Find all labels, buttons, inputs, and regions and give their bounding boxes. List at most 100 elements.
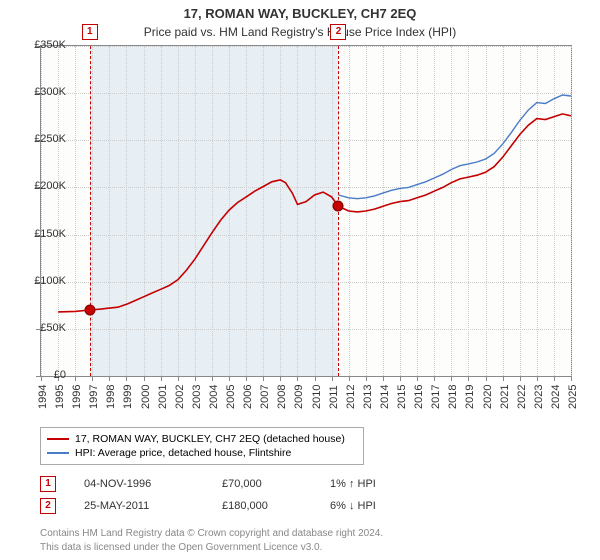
lines-svg (41, 46, 571, 376)
tick-x (75, 376, 76, 381)
axis-label-x: 2003 (191, 385, 203, 409)
axis-label-x: 2025 (567, 385, 579, 409)
plot-box: 12 (40, 45, 572, 377)
legend: 17, ROMAN WAY, BUCKLEY, CH7 2EQ (detache… (40, 427, 364, 465)
tick-x (366, 376, 367, 381)
transaction-flag: 1 (40, 476, 56, 492)
tick-x (161, 376, 162, 381)
axis-label-x: 2011 (328, 385, 340, 409)
axis-label-x: 2023 (533, 385, 545, 409)
legend-swatch (47, 452, 69, 454)
tick-x (195, 376, 196, 381)
tick-x (417, 376, 418, 381)
axis-label-x: 2008 (276, 385, 288, 409)
axis-label-x: 2010 (311, 385, 323, 409)
axis-label-x: 2004 (208, 385, 220, 409)
axis-label-y: £0 (54, 369, 66, 381)
legend-row: HPI: Average price, detached house, Flin… (47, 446, 357, 460)
axis-label-x: 2024 (550, 385, 562, 409)
axis-label-x: 2022 (516, 385, 528, 409)
axis-label-x: 1994 (37, 385, 49, 409)
legend-row: 17, ROMAN WAY, BUCKLEY, CH7 2EQ (detache… (47, 432, 357, 446)
axis-label-x: 2021 (499, 385, 511, 409)
axis-label-x: 2007 (259, 385, 271, 409)
tick-x (297, 376, 298, 381)
transaction-price: £70,000 (222, 478, 302, 490)
transaction-row: 1 04-NOV-1996 £70,000 1% ↑ HPI (40, 473, 600, 495)
axis-label-x: 2013 (362, 385, 374, 409)
axis-label-x: 2001 (157, 385, 169, 409)
transaction-table: 1 04-NOV-1996 £70,000 1% ↑ HPI 2 25-MAY-2011 £… (40, 473, 600, 517)
tick-x (212, 376, 213, 381)
tick-x (451, 376, 452, 381)
tick-x (349, 376, 350, 381)
gridline-v (571, 46, 572, 376)
axis-label-x: 2002 (174, 385, 186, 409)
chart-container: 17, ROMAN WAY, BUCKLEY, CH7 2EQ Price pa… (0, 0, 600, 560)
transaction-date: 25-MAY-2011 (84, 500, 194, 512)
tick-x (229, 376, 230, 381)
axis-label-x: 2018 (447, 385, 459, 409)
axis-label-y: £200K (34, 180, 66, 192)
axis-label-x: 2019 (464, 385, 476, 409)
legend-label: HPI: Average price, detached house, Flin… (75, 447, 291, 459)
transaction-flag: 2 (40, 498, 56, 514)
tick-x (554, 376, 555, 381)
tick-x (280, 376, 281, 381)
tick-x (109, 376, 110, 381)
tick-x (571, 376, 572, 381)
axis-label-x: 1999 (122, 385, 134, 409)
tick-x (434, 376, 435, 381)
legend-swatch (47, 438, 69, 440)
plot-area: 12 £0£50K£100K£150K£200K£250K£300K£350K1… (40, 45, 600, 425)
transaction-delta: 6% ↓ HPI (330, 500, 376, 512)
marker-flag: 1 (82, 24, 98, 40)
axis-label-y: £350K (34, 39, 66, 51)
series-hpi (339, 95, 572, 199)
tick-x (92, 376, 93, 381)
axis-label-x: 2000 (140, 385, 152, 409)
transaction-date: 04-NOV-1996 (84, 478, 194, 490)
transaction-delta: 1% ↑ HPI (330, 478, 376, 490)
tick-x (486, 376, 487, 381)
axis-label-x: 2017 (430, 385, 442, 409)
tick-x (144, 376, 145, 381)
tick-x (537, 376, 538, 381)
tick-x (332, 376, 333, 381)
transaction-row: 2 25-MAY-2011 £180,000 6% ↓ HPI (40, 495, 600, 517)
tick-x (400, 376, 401, 381)
marker-line (90, 46, 91, 376)
tick-x (468, 376, 469, 381)
tick-x (41, 376, 42, 381)
transaction-price: £180,000 (222, 500, 302, 512)
tick-x (315, 376, 316, 381)
axis-label-x: 1998 (105, 385, 117, 409)
marker-flag: 2 (330, 24, 346, 40)
axis-label-y: £50K (40, 322, 66, 334)
axis-label-x: 2009 (293, 385, 305, 409)
axis-label-x: 2005 (225, 385, 237, 409)
axis-label-y: £300K (34, 86, 66, 98)
footer-attribution: Contains HM Land Registry data © Crown c… (40, 527, 600, 554)
marker-dot (333, 201, 344, 212)
axis-label-y: £150K (34, 228, 66, 240)
marker-dot (84, 305, 95, 316)
axis-label-x: 2016 (413, 385, 425, 409)
axis-label-x: 2014 (379, 385, 391, 409)
legend-label: 17, ROMAN WAY, BUCKLEY, CH7 2EQ (detache… (75, 433, 345, 445)
page-title: 17, ROMAN WAY, BUCKLEY, CH7 2EQ (0, 0, 600, 21)
tick-x (246, 376, 247, 381)
axis-label-x: 1996 (71, 385, 83, 409)
axis-label-y: £100K (34, 275, 66, 287)
tick-x (263, 376, 264, 381)
footer-line: This data is licensed under the Open Gov… (40, 541, 600, 555)
series-price_paid (58, 114, 571, 312)
axis-label-y: £250K (34, 133, 66, 145)
axis-label-x: 1995 (54, 385, 66, 409)
tick-x (383, 376, 384, 381)
axis-label-x: 2020 (482, 385, 494, 409)
tick-x (126, 376, 127, 381)
axis-label-x: 2006 (242, 385, 254, 409)
axis-label-x: 2015 (396, 385, 408, 409)
tick-x (520, 376, 521, 381)
